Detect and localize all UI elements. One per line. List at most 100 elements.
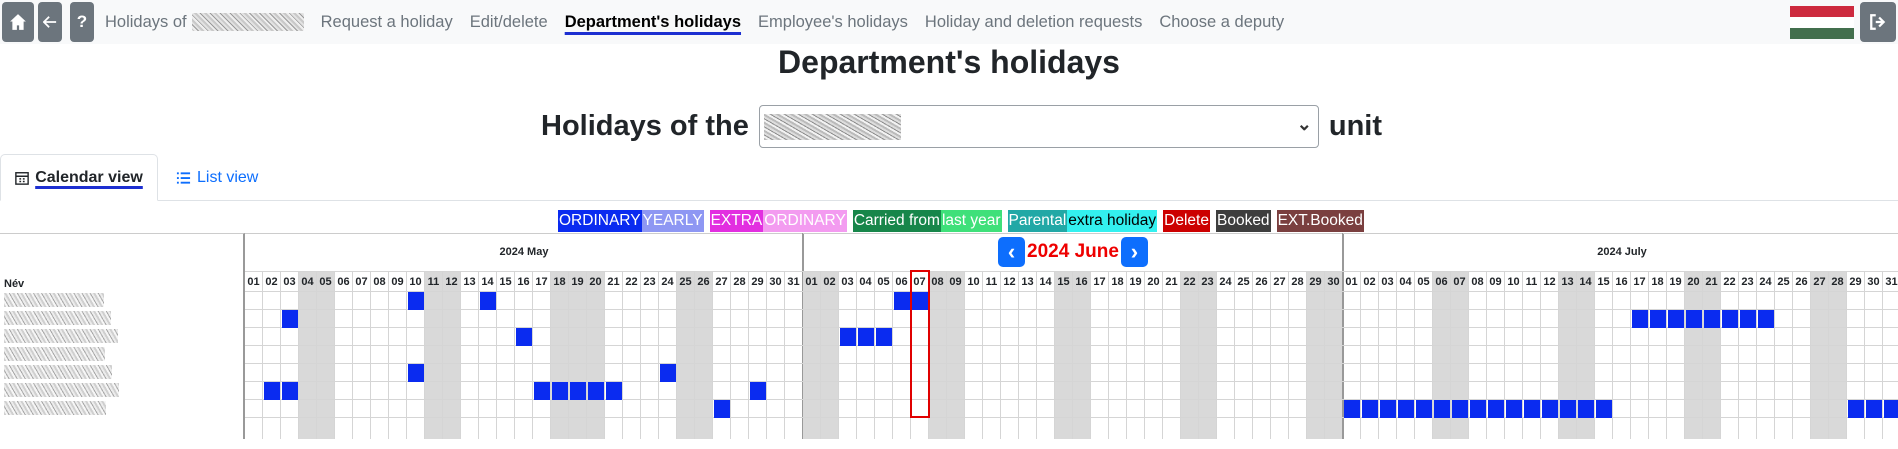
day-number: 18 xyxy=(1651,276,1664,288)
booked-holiday-cell[interactable] xyxy=(750,382,766,400)
day-column: 21 xyxy=(1163,271,1181,439)
unit-prefix-label: Holidays of the xyxy=(541,109,749,142)
booked-holiday-cell[interactable] xyxy=(1740,310,1756,328)
booked-holiday-cell[interactable] xyxy=(894,292,910,310)
day-column: 30 xyxy=(1325,271,1343,439)
booked-holiday-cell[interactable] xyxy=(1686,310,1702,328)
day-column: 27 xyxy=(1811,271,1829,439)
day-column: 12 xyxy=(443,271,461,439)
booked-holiday-cell[interactable] xyxy=(1362,400,1378,418)
logout-icon xyxy=(1870,14,1886,30)
booked-holiday-cell[interactable] xyxy=(840,328,856,346)
day-column: 15 xyxy=(1055,271,1073,439)
booked-holiday-cell[interactable] xyxy=(1380,400,1396,418)
booked-holiday-cell[interactable] xyxy=(1650,310,1666,328)
day-number: 07 xyxy=(355,276,368,288)
prev-month-button[interactable]: ‹ xyxy=(998,237,1026,267)
unit-select[interactable]: ⌄ xyxy=(758,104,1319,148)
day-column: 20 xyxy=(1145,271,1163,439)
booked-holiday-cell[interactable] xyxy=(714,400,730,418)
day-number: 14 xyxy=(1579,276,1592,288)
day-number: 05 xyxy=(1417,276,1430,288)
tab-list-view[interactable]: List view xyxy=(176,154,258,201)
booked-holiday-cell[interactable] xyxy=(1758,310,1774,328)
help-button[interactable]: ? xyxy=(70,2,94,42)
row-line xyxy=(245,291,1898,292)
booked-holiday-cell[interactable] xyxy=(1578,400,1594,418)
booked-holiday-cell[interactable] xyxy=(1488,400,1504,418)
nav-link-holiday-deletion-requests[interactable]: Holiday and deletion requests xyxy=(924,12,1143,31)
nav-link-department-holidays[interactable]: Department's holidays xyxy=(564,12,742,31)
day-column: 11 xyxy=(983,271,1001,439)
booked-holiday-cell[interactable] xyxy=(1542,400,1558,418)
day-number: 12 xyxy=(1543,276,1556,288)
logout-button[interactable] xyxy=(1860,2,1896,42)
day-column: 20 xyxy=(1685,271,1703,439)
day-column: 16 xyxy=(1073,271,1091,439)
day-number: 20 xyxy=(1687,276,1700,288)
booked-holiday-cell[interactable] xyxy=(480,292,496,310)
booked-holiday-cell[interactable] xyxy=(1416,400,1432,418)
list-icon xyxy=(176,171,191,184)
booked-holiday-cell[interactable] xyxy=(1848,400,1864,418)
month-header: ‹ 2024 June › xyxy=(803,233,1343,270)
booked-holiday-cell[interactable] xyxy=(1884,400,1898,418)
day-number: 26 xyxy=(1795,276,1808,288)
back-button[interactable] xyxy=(38,2,62,42)
calendar-icon xyxy=(15,171,30,185)
booked-holiday-cell[interactable] xyxy=(1596,400,1612,418)
nav-link-employee-holidays[interactable]: Employee's holidays xyxy=(758,12,908,31)
booked-holiday-cell[interactable] xyxy=(552,382,568,400)
booked-holiday-cell[interactable] xyxy=(588,382,604,400)
booked-holiday-cell[interactable] xyxy=(1632,310,1648,328)
day-number: 20 xyxy=(1147,276,1160,288)
booked-holiday-cell[interactable] xyxy=(1722,310,1738,328)
today-highlight xyxy=(910,270,930,418)
booked-holiday-cell[interactable] xyxy=(282,310,298,328)
booked-holiday-cell[interactable] xyxy=(1344,400,1360,418)
nav-link-edit-delete[interactable]: Edit/delete xyxy=(469,12,548,31)
booked-holiday-cell[interactable] xyxy=(264,382,280,400)
day-number: 02 xyxy=(823,276,836,288)
booked-holiday-cell[interactable] xyxy=(912,292,928,310)
booked-holiday-cell[interactable] xyxy=(408,364,424,382)
booked-holiday-cell[interactable] xyxy=(858,328,874,346)
nav-link-request-holiday[interactable]: Request a holiday xyxy=(320,12,453,31)
day-column: 24 xyxy=(659,271,677,439)
day-number: 08 xyxy=(1471,276,1484,288)
booked-holiday-cell[interactable] xyxy=(1398,400,1414,418)
booked-holiday-cell[interactable] xyxy=(1560,400,1576,418)
booked-holiday-cell[interactable] xyxy=(1524,400,1540,418)
home-button[interactable] xyxy=(2,2,34,42)
booked-holiday-cell[interactable] xyxy=(660,364,676,382)
next-month-button[interactable]: › xyxy=(1120,237,1148,267)
legend-label: EXT.Booked xyxy=(1276,210,1364,232)
booked-holiday-cell[interactable] xyxy=(1866,400,1882,418)
day-number: 08 xyxy=(931,276,944,288)
booked-holiday-cell[interactable] xyxy=(606,382,622,400)
day-number: 24 xyxy=(1759,276,1772,288)
holiday-calendar: Név 2024 May 01 02 03 04 05 06 07 08 09 10 11 12 13 14… xyxy=(0,233,1898,439)
booked-holiday-cell[interactable] xyxy=(1506,400,1522,418)
tab-calendar-view[interactable]: Calendar view xyxy=(0,154,158,201)
booked-holiday-cell[interactable] xyxy=(876,328,892,346)
nav-link-choose-deputy[interactable]: Choose a deputy xyxy=(1159,12,1285,31)
day-number: 15 xyxy=(1057,276,1070,288)
booked-holiday-cell[interactable] xyxy=(1470,400,1486,418)
booked-holiday-cell[interactable] xyxy=(408,292,424,310)
day-column: 22 xyxy=(1721,271,1739,439)
booked-holiday-cell[interactable] xyxy=(516,328,532,346)
day-column: 19 xyxy=(1127,271,1145,439)
booked-holiday-cell[interactable] xyxy=(1668,310,1684,328)
nav-link-holidays-of[interactable]: Holidays of xyxy=(105,13,304,32)
booked-holiday-cell[interactable] xyxy=(1452,400,1468,418)
language-flag-hu[interactable] xyxy=(1790,6,1854,39)
booked-holiday-cell[interactable] xyxy=(534,382,550,400)
day-number: 27 xyxy=(1273,276,1286,288)
booked-holiday-cell[interactable] xyxy=(1704,310,1720,328)
day-column: 14 xyxy=(479,271,497,439)
booked-holiday-cell[interactable] xyxy=(282,382,298,400)
day-column: 01 xyxy=(803,271,821,439)
booked-holiday-cell[interactable] xyxy=(1434,400,1450,418)
booked-holiday-cell[interactable] xyxy=(570,382,586,400)
